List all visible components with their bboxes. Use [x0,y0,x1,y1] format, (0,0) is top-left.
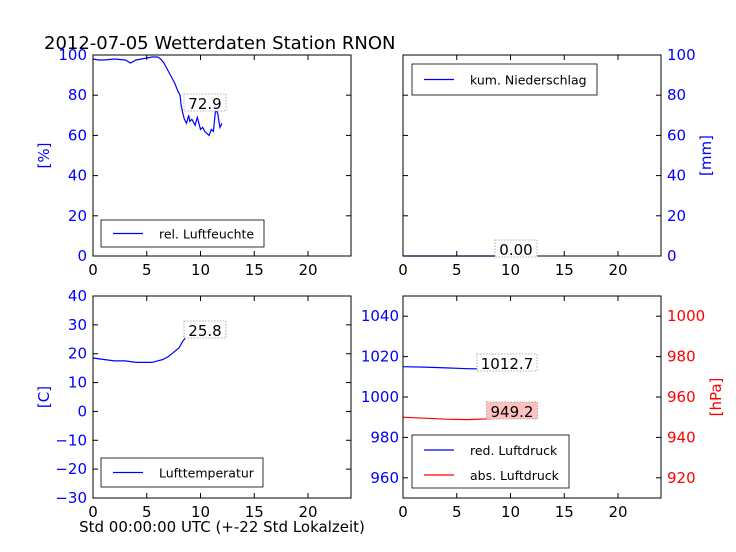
x-tick-label: 10 [501,261,520,279]
x-tick-label: 0 [398,503,408,521]
y-tick-label: 10 [68,374,87,392]
y-tick-label: 30 [68,316,87,334]
y-tick-label: 0 [77,402,87,420]
panel-bottom-left: 0 5 10 15 20 −30 −20 −10 0 10 20 30 40 [C] 25.8 Lufttem… [35,287,352,521]
y-tick-label: 60 [68,126,87,144]
y-axis-label-right: [hPa] [707,378,725,417]
x-tick-label: 5 [452,503,462,521]
y-tick-label: 40 [68,167,87,185]
x-tick-label: 20 [608,261,627,279]
figure-xlabel: Std 00:00:00 UTC (+-22 Std Lokalzeit) [79,518,365,536]
legend: rel. Luftfeuchte [100,219,265,248]
y-tick-label-right: 1000 [667,307,705,325]
y-tick-label: −10 [55,431,87,449]
x-tick-label: 20 [608,503,627,521]
x-tick-label: 0 [88,503,98,521]
x-tick-label: 15 [555,261,574,279]
value-label: 25.8 [188,322,221,340]
value-label-box [183,320,227,339]
y-tick-label-right: 960 [667,388,696,406]
axes-frame [92,295,352,499]
y-tick-label: 20 [68,207,87,225]
y-axis-label: [C] [35,386,53,408]
panel-top-right: 0 5 10 15 20 0 20 40 60 80 100 [mm] 0.00 kum. Nieders… [398,46,715,279]
y-tick-label-right: 980 [667,348,696,366]
x-tick-label: 0 [398,261,408,279]
y-tick-label: −20 [55,460,87,478]
x-tick-label: 5 [452,261,462,279]
y-tick-label-right: 920 [667,469,696,487]
legend-label: red. Luftdruck [470,443,558,458]
x-tick-label: 5 [142,261,152,279]
x-tick-label: 10 [191,503,210,521]
y-tick-label-right: 940 [667,428,696,446]
y-tick-label: 0 [77,247,87,265]
y-tick-label-left: 980 [370,428,399,446]
y-tick-label: 0 [667,247,677,265]
legend-box [411,434,570,489]
legend: kum. Niederschlag [411,63,598,96]
axes-frame [92,54,352,257]
y-tick-label-left: 1020 [361,348,399,366]
y-axis-label: [mm] [697,135,715,176]
y-tick-label-left: 1000 [361,388,399,406]
legend: Lufttemperatur [100,457,264,488]
legend: red. Luftdruck abs. Luftdruck [411,434,570,489]
value-label-box [476,353,538,372]
x-tick-label: 10 [191,261,210,279]
x-tick-label: 0 [88,261,98,279]
y-tick-label-left: 960 [370,469,399,487]
y-tick-label-left: 1040 [361,307,399,325]
value-label: 72.9 [188,95,221,113]
y-tick-label: −30 [55,489,87,507]
x-tick-label: 20 [298,261,317,279]
y-tick-label: 80 [667,86,686,104]
value-label-box [183,93,227,112]
x-tick-label: 15 [245,503,264,521]
y-tick-label: 20 [68,345,87,363]
legend-label: Lufttemperatur [159,466,255,481]
y-tick-label: 80 [68,86,87,104]
value-label: 949.2 [491,403,534,421]
legend-label: rel. Luftfeuchte [159,227,254,242]
y-tick-label: 100 [667,46,696,64]
y-tick-label: 60 [667,126,686,144]
x-tick-label: 15 [555,503,574,521]
y-tick-label: 40 [667,167,686,185]
panel-bottom-right: 0 5 10 15 20 960 980 1000 1020 1040 920 940 960 980 10… [361,295,725,521]
y-tick-label: 40 [68,287,87,305]
panel-top-left: 0 5 10 15 20 0 20 40 60 80 100 [%] 72.9 rel. Luftfeuc… [35,46,352,279]
value-label: 0.00 [499,241,532,259]
legend-label: kum. Niederschlag [470,73,587,88]
y-tick-label: 20 [667,207,686,225]
legend-label: abs. Luftdruck [470,468,560,483]
x-tick-label: 10 [501,503,520,521]
value-label-box [486,401,538,420]
y-tick-label: 100 [58,46,87,64]
x-tick-label: 20 [298,503,317,521]
x-tick-label: 15 [245,261,264,279]
x-tick-label: 5 [142,503,152,521]
y-axis-label: [%] [35,143,53,169]
series-line-0 [92,56,223,137]
figure-title: 2012-07-05 Wetterdaten Station RNON [44,33,395,54]
value-label-box [494,239,538,258]
value-label: 1012.7 [481,355,534,373]
